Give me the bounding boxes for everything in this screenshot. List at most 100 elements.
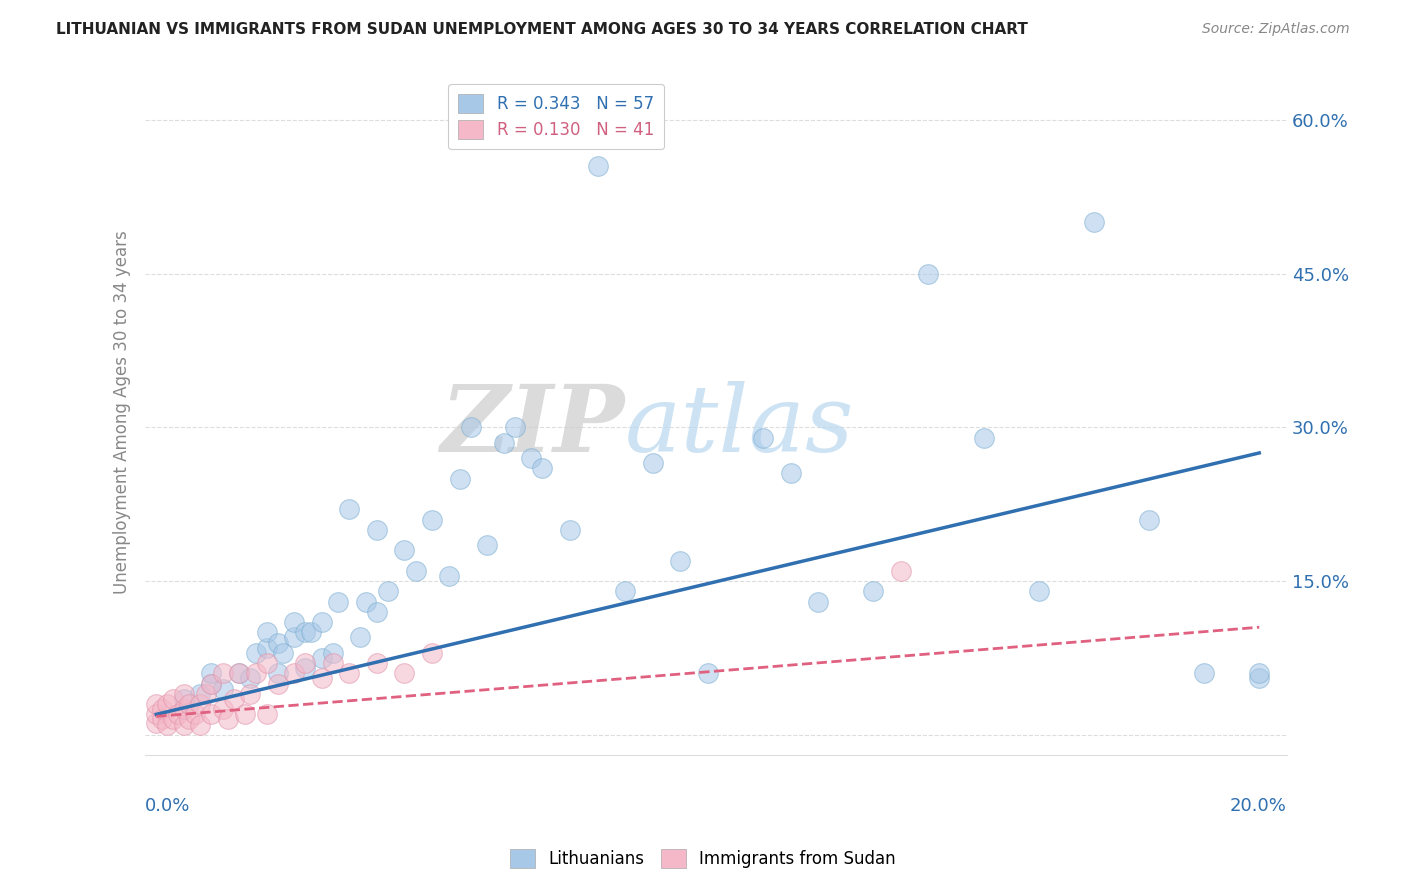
Point [283, 615, 305, 629]
Point [211, 681, 233, 696]
Point [322, 646, 344, 660]
Point [311, 651, 333, 665]
Point [779, 467, 801, 481]
Point [266, 666, 288, 681]
Point [366, 605, 388, 619]
Point [337, 666, 360, 681]
Point [228, 666, 250, 681]
Point [377, 584, 399, 599]
Point [184, 707, 207, 722]
Point [420, 512, 443, 526]
Point [1192, 666, 1215, 681]
Point [322, 656, 344, 670]
Point [167, 707, 190, 722]
Point [354, 594, 377, 608]
Point [200, 707, 222, 722]
Point [492, 435, 515, 450]
Point [200, 676, 222, 690]
Point [211, 666, 233, 681]
Point [586, 159, 609, 173]
Point [150, 702, 173, 716]
Point [558, 523, 581, 537]
Point [266, 635, 288, 649]
Point [256, 656, 278, 670]
Text: LITHUANIAN VS IMMIGRANTS FROM SUDAN UNEMPLOYMENT AMONG AGES 30 TO 34 YEARS CORRE: LITHUANIAN VS IMMIGRANTS FROM SUDAN UNEM… [56, 22, 1028, 37]
Point [328, 594, 350, 608]
Point [973, 431, 995, 445]
Point [669, 553, 692, 567]
Point [256, 640, 278, 655]
Point [477, 538, 499, 552]
Point [890, 564, 912, 578]
Point [239, 687, 262, 701]
Point [460, 420, 482, 434]
Point [190, 687, 212, 701]
Point [266, 676, 288, 690]
Text: atlas: atlas [624, 381, 855, 471]
Point [366, 523, 388, 537]
Point [156, 717, 179, 731]
Point [162, 713, 184, 727]
Point [256, 707, 278, 722]
Point [222, 692, 245, 706]
Point [503, 420, 526, 434]
Point [156, 697, 179, 711]
Point [211, 702, 233, 716]
Point [256, 625, 278, 640]
Point [145, 707, 167, 722]
Point [173, 687, 195, 701]
Point [162, 692, 184, 706]
Legend: Lithuanians, Immigrants from Sudan: Lithuanians, Immigrants from Sudan [503, 843, 903, 875]
Point [173, 717, 195, 731]
Point [337, 502, 360, 516]
Point [752, 431, 775, 445]
Point [520, 451, 543, 466]
Point [294, 661, 316, 675]
Point [366, 656, 388, 670]
Text: ZIP: ZIP [440, 381, 624, 471]
Point [150, 713, 173, 727]
Point [294, 656, 316, 670]
Point [239, 672, 262, 686]
Point [349, 631, 371, 645]
Point [200, 676, 222, 690]
Point [437, 569, 460, 583]
Point [311, 672, 333, 686]
Point [862, 584, 884, 599]
Point [394, 666, 416, 681]
Point [145, 715, 167, 730]
Point [271, 646, 294, 660]
Point [217, 713, 239, 727]
Point [245, 646, 267, 660]
Point [641, 456, 664, 470]
Point [696, 666, 718, 681]
Point [531, 461, 554, 475]
Text: 0.0%: 0.0% [145, 797, 191, 814]
Point [145, 697, 167, 711]
Y-axis label: Unemployment Among Ages 30 to 34 years: Unemployment Among Ages 30 to 34 years [114, 230, 131, 594]
Point [245, 666, 267, 681]
Point [228, 666, 250, 681]
Point [283, 666, 305, 681]
Point [190, 697, 212, 711]
Point [190, 717, 212, 731]
Point [405, 564, 427, 578]
Point [1249, 666, 1271, 681]
Point [420, 646, 443, 660]
Point [614, 584, 637, 599]
Text: 20.0%: 20.0% [1230, 797, 1286, 814]
Point [1249, 672, 1271, 686]
Point [449, 472, 471, 486]
Point [917, 267, 939, 281]
Point [294, 625, 316, 640]
Point [1028, 584, 1050, 599]
Point [283, 631, 305, 645]
Point [173, 702, 195, 716]
Point [173, 692, 195, 706]
Point [394, 543, 416, 558]
Point [200, 666, 222, 681]
Legend: R = 0.343   N = 57, R = 0.130   N = 41: R = 0.343 N = 57, R = 0.130 N = 41 [449, 84, 664, 149]
Point [1083, 215, 1105, 229]
Point [233, 707, 256, 722]
Point [194, 687, 217, 701]
